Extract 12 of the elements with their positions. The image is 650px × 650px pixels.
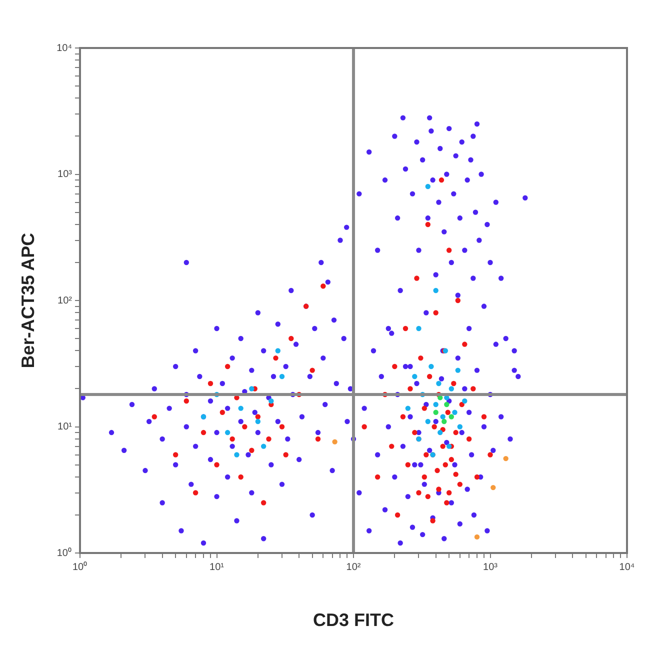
y-tick-label: 10¹: [58, 422, 73, 432]
x-tick-label: 10⁰: [72, 560, 88, 573]
y-tick-label: 10⁴: [56, 42, 72, 54]
x-axis-title: CD3 FITC: [313, 610, 394, 630]
y-axis-title: Ber-ACT35 APC: [18, 232, 38, 368]
y-tick-label: 10²: [58, 295, 73, 306]
x-tick-label: 10⁴: [619, 562, 635, 573]
y-tick-label: 10³: [58, 169, 73, 180]
y-tick-label: 10⁰: [56, 546, 72, 559]
x-tick-label: 10¹: [210, 562, 225, 573]
x-tick-label: 10³: [483, 562, 498, 573]
x-tick-label: 10²: [346, 562, 362, 573]
